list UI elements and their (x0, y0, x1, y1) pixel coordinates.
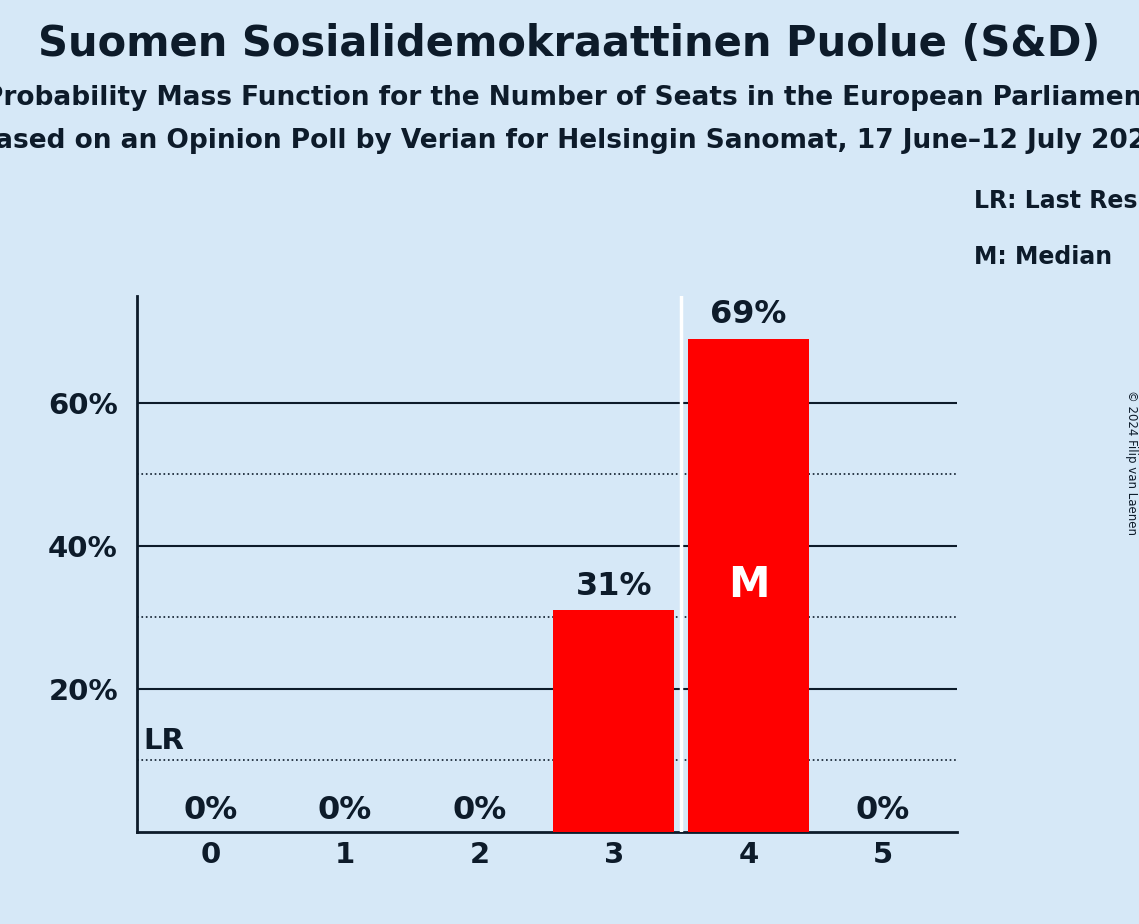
Bar (554, 610, 674, 832)
Text: LR: Last Result: LR: Last Result (974, 189, 1139, 213)
Text: 0%: 0% (318, 795, 372, 826)
Text: 0%: 0% (855, 795, 910, 826)
Text: M: M (728, 564, 769, 606)
Text: 69%: 69% (711, 299, 787, 330)
Text: LR: LR (144, 727, 185, 755)
Text: 0%: 0% (183, 795, 238, 826)
Text: Suomen Sosialidemokraattinen Puolue (S&D): Suomen Sosialidemokraattinen Puolue (S&D… (39, 23, 1100, 65)
Text: © 2024 Filip van Laenen: © 2024 Filip van Laenen (1124, 390, 1138, 534)
Text: Probability Mass Function for the Number of Seats in the European Parliament: Probability Mass Function for the Number… (0, 85, 1139, 111)
Text: Based on an Opinion Poll by Verian for Helsingin Sanomat, 17 June–12 July 2024: Based on an Opinion Poll by Verian for H… (0, 128, 1139, 153)
Text: M: Median: M: Median (974, 245, 1112, 269)
Text: 31%: 31% (575, 570, 653, 602)
Text: 0%: 0% (452, 795, 507, 826)
Bar (688, 338, 809, 832)
